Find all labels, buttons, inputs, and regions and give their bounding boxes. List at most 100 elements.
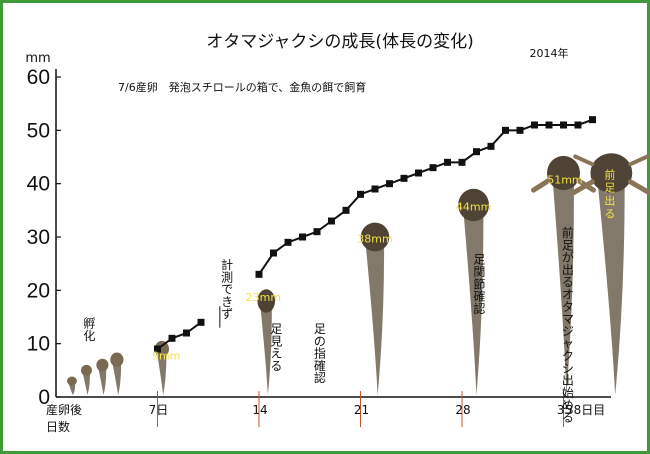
tadpole-body bbox=[257, 289, 276, 313]
tadpole-6 bbox=[257, 289, 276, 395]
axes bbox=[55, 69, 611, 398]
annotation-char: 化 bbox=[83, 329, 95, 343]
tadpole-tail bbox=[68, 384, 76, 395]
size-label: 38mm bbox=[357, 232, 392, 245]
tadpole-tail bbox=[112, 364, 122, 395]
annotation-char: が bbox=[562, 250, 574, 265]
annotation-char: 足 bbox=[562, 238, 574, 252]
size-label: 44mm bbox=[456, 200, 491, 213]
annotation-char: 足 bbox=[270, 322, 282, 336]
annotation-char: 測 bbox=[221, 270, 233, 284]
tadpole-tail bbox=[260, 308, 272, 395]
size-label: 前 bbox=[604, 167, 615, 181]
tadpole-body bbox=[360, 222, 390, 252]
y-tick-label: 50 bbox=[27, 119, 50, 142]
annotation-char: 確 bbox=[473, 289, 485, 304]
size-label: 足 bbox=[604, 181, 615, 194]
tadpole-leg bbox=[570, 179, 595, 196]
tadpole-tail bbox=[365, 246, 385, 395]
x-tick-label: 35 bbox=[557, 403, 572, 417]
growth-line bbox=[258, 118, 593, 275]
end-day-label: 38日目 bbox=[566, 403, 605, 417]
annotation-char: の bbox=[314, 334, 326, 348]
tadpole-3 bbox=[96, 358, 109, 395]
y-tick-label: 0 bbox=[38, 386, 50, 409]
tadpole-5 bbox=[154, 340, 170, 395]
data-point bbox=[400, 174, 408, 182]
annotation-char: ャ bbox=[562, 337, 574, 351]
x-axis-label: 日数 bbox=[46, 419, 70, 434]
data-point bbox=[415, 169, 422, 177]
annotation-char: 孵 bbox=[83, 317, 95, 331]
data-point bbox=[545, 121, 553, 129]
x-tick-label: 7日 bbox=[149, 403, 169, 417]
data-point bbox=[458, 158, 466, 166]
annotation-char: ジ bbox=[562, 324, 574, 338]
data-point bbox=[183, 329, 190, 337]
tadpole-1 bbox=[67, 376, 77, 395]
data-point bbox=[487, 142, 495, 150]
y-tick-label: 10 bbox=[27, 333, 50, 356]
data-point bbox=[270, 249, 277, 257]
tadpole-tail bbox=[463, 215, 484, 395]
data-point bbox=[197, 318, 205, 326]
tadpole-8 bbox=[458, 188, 489, 395]
data-point bbox=[284, 238, 292, 246]
annotation-char: ク bbox=[562, 349, 574, 363]
annotation-char: 計 bbox=[221, 257, 233, 272]
data-point bbox=[342, 206, 350, 214]
tadpole-7 bbox=[360, 222, 390, 395]
tadpole-body bbox=[458, 188, 489, 222]
annotation-char: 見 bbox=[270, 334, 282, 348]
annotation-char: る bbox=[270, 359, 282, 373]
annotation-char: マ bbox=[562, 312, 574, 326]
annotation-char: 指 bbox=[314, 346, 326, 361]
data-point bbox=[589, 116, 596, 124]
data-point bbox=[531, 121, 538, 129]
data-point bbox=[429, 164, 437, 172]
data-point bbox=[328, 217, 335, 225]
annotation-char: 前 bbox=[562, 225, 574, 240]
y-tick-label: 60 bbox=[27, 66, 50, 89]
data-point bbox=[444, 158, 451, 166]
tadpole-tail bbox=[598, 186, 625, 395]
y-tick-label: 40 bbox=[27, 173, 50, 196]
annotation-char: 関 bbox=[473, 265, 485, 279]
size-label: 出 bbox=[604, 193, 615, 207]
tadpole-body bbox=[110, 352, 124, 367]
tadpole-body bbox=[67, 376, 77, 386]
annotation-char: ず bbox=[221, 307, 233, 321]
annotation-char: 足 bbox=[473, 253, 485, 267]
data-point bbox=[371, 185, 379, 193]
annotation-char: オ bbox=[562, 288, 574, 302]
y-unit-label: mm bbox=[25, 51, 50, 66]
size-label: 23mm bbox=[246, 291, 281, 304]
annotation-char: え bbox=[270, 347, 282, 361]
annotation-char: 足 bbox=[314, 322, 326, 336]
y-tick-label: 20 bbox=[27, 279, 50, 302]
tadpole-body bbox=[590, 153, 633, 193]
annotation-char: 確 bbox=[314, 358, 326, 373]
data-point bbox=[313, 228, 321, 236]
tadpole-tail bbox=[98, 369, 107, 395]
y-tick-label: 30 bbox=[27, 226, 50, 249]
tadpole-photos bbox=[67, 153, 650, 395]
annotation-char: る bbox=[562, 275, 574, 289]
growth-line bbox=[156, 321, 202, 350]
tadpole-body bbox=[80, 364, 92, 376]
data-point bbox=[502, 126, 509, 134]
x-tick-label: 14 bbox=[252, 403, 267, 417]
data-point bbox=[299, 233, 306, 241]
tadpole-4 bbox=[110, 352, 124, 395]
annotation-char: 出 bbox=[562, 263, 574, 277]
x-axis-label: 産卵後 bbox=[46, 402, 82, 417]
annotation-char: め bbox=[562, 398, 574, 412]
series-line bbox=[154, 116, 596, 353]
data-point bbox=[255, 270, 263, 278]
tadpole-body bbox=[154, 340, 170, 358]
annotation-char: 始 bbox=[562, 386, 574, 400]
annotation-char: タ bbox=[562, 300, 574, 314]
data-point bbox=[154, 345, 161, 353]
